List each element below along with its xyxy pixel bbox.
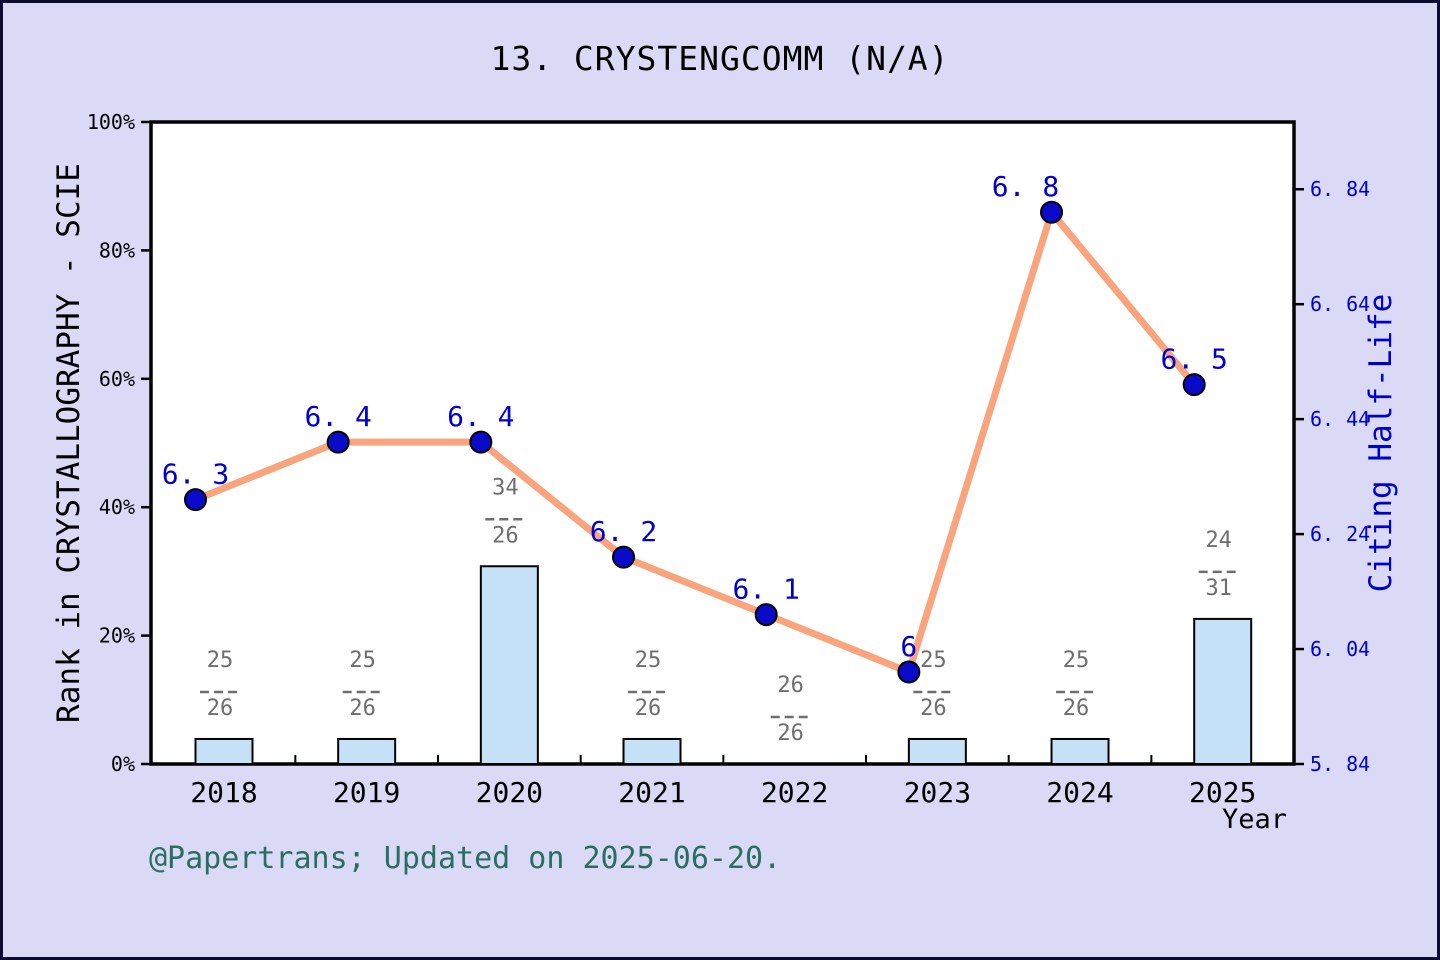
plot-area bbox=[149, 120, 1296, 766]
left-axis-tick-label: 80% bbox=[99, 238, 135, 262]
fraction-denominator: 31 bbox=[1205, 576, 1232, 601]
fraction-numerator: 25 bbox=[349, 648, 376, 673]
x-axis-year-label: 2023 bbox=[904, 776, 971, 809]
attribution-text: @Papertrans; Updated on 2025-06-20. bbox=[149, 841, 782, 876]
data-point-marker bbox=[897, 660, 921, 684]
x-axis-year-label: 2025 bbox=[1189, 776, 1256, 809]
left-axis-tick-label: 0% bbox=[111, 752, 135, 776]
x-axis-year-label: 2021 bbox=[618, 776, 685, 809]
fraction-numerator: 25 bbox=[1063, 648, 1090, 673]
rank-bar bbox=[1193, 617, 1253, 766]
data-point-label: 6. 5 bbox=[1160, 343, 1227, 376]
x-axis-year-label: 2020 bbox=[476, 776, 543, 809]
fraction-denominator: 26 bbox=[349, 696, 376, 721]
left-axis-tick-label: 60% bbox=[99, 367, 135, 391]
right-axis-tick-label: 6. 64 bbox=[1310, 292, 1370, 316]
x-axis-year-label: 2019 bbox=[333, 776, 400, 809]
fraction-denominator: 26 bbox=[492, 523, 519, 548]
right-axis-tick-label: 6. 24 bbox=[1310, 522, 1370, 546]
fraction-denominator: 26 bbox=[635, 696, 662, 721]
fraction-numerator: 25 bbox=[635, 648, 662, 673]
right-axis-tick-label: 6. 04 bbox=[1310, 637, 1370, 661]
fraction-numerator: 34 bbox=[492, 475, 519, 500]
fraction-denominator: 26 bbox=[207, 696, 234, 721]
data-point-label: 6. 2 bbox=[590, 515, 657, 548]
x-axis-title: Year bbox=[1221, 804, 1287, 835]
left-axis-tick-label: 20% bbox=[99, 624, 135, 648]
data-point-marker bbox=[1182, 373, 1206, 397]
fraction-numerator: 25 bbox=[920, 648, 947, 673]
fraction-denominator: 26 bbox=[920, 696, 947, 721]
rank-bar bbox=[1050, 737, 1110, 765]
right-axis-tick-label: 6. 44 bbox=[1310, 407, 1370, 431]
x-axis-year-label: 2022 bbox=[761, 776, 828, 809]
data-point-marker bbox=[612, 545, 636, 569]
rank-bar bbox=[907, 737, 967, 765]
data-point-label: 6. 4 bbox=[447, 400, 514, 433]
data-point-label: 6. 8 bbox=[992, 170, 1059, 203]
left-axis-tick-label: 40% bbox=[99, 495, 135, 519]
fraction-numerator: 26 bbox=[777, 673, 804, 698]
x-axis-year-label: 2024 bbox=[1046, 776, 1113, 809]
data-point-marker bbox=[1040, 200, 1064, 224]
rank-bar bbox=[479, 565, 539, 765]
data-point-label: 6. 3 bbox=[162, 458, 229, 491]
rank-bar bbox=[194, 737, 254, 765]
data-point-marker bbox=[469, 430, 493, 454]
rank-bar bbox=[622, 737, 682, 765]
fraction-numerator: 25 bbox=[207, 648, 234, 673]
x-axis-year-label: 2018 bbox=[190, 776, 257, 809]
data-point-label: 6. 1 bbox=[732, 573, 799, 606]
data-point-label: 6 bbox=[900, 630, 917, 663]
right-axis-tick-label: 6. 84 bbox=[1310, 177, 1370, 201]
half-life-line bbox=[192, 208, 1198, 676]
fraction-denominator: 26 bbox=[1063, 696, 1090, 721]
left-axis-tick-label: 100% bbox=[87, 110, 135, 134]
fraction-numerator: 24 bbox=[1205, 528, 1232, 553]
data-point-marker bbox=[754, 603, 778, 627]
data-point-marker bbox=[184, 488, 207, 512]
data-point-marker bbox=[326, 430, 350, 454]
data-point-label: 6. 4 bbox=[304, 400, 371, 433]
right-axis-tick-label: 5. 84 bbox=[1310, 752, 1370, 776]
plot-canvas: 0% 20% 40% 60% 80% 100% 5. 84 6. 04 6. 24 6. 44 6.… bbox=[87, 110, 1370, 809]
fraction-denominator: 26 bbox=[777, 721, 804, 746]
chart-title: 13. CRYSTENGCOMM (N/A) bbox=[490, 39, 950, 78]
rank-bar bbox=[337, 737, 397, 765]
